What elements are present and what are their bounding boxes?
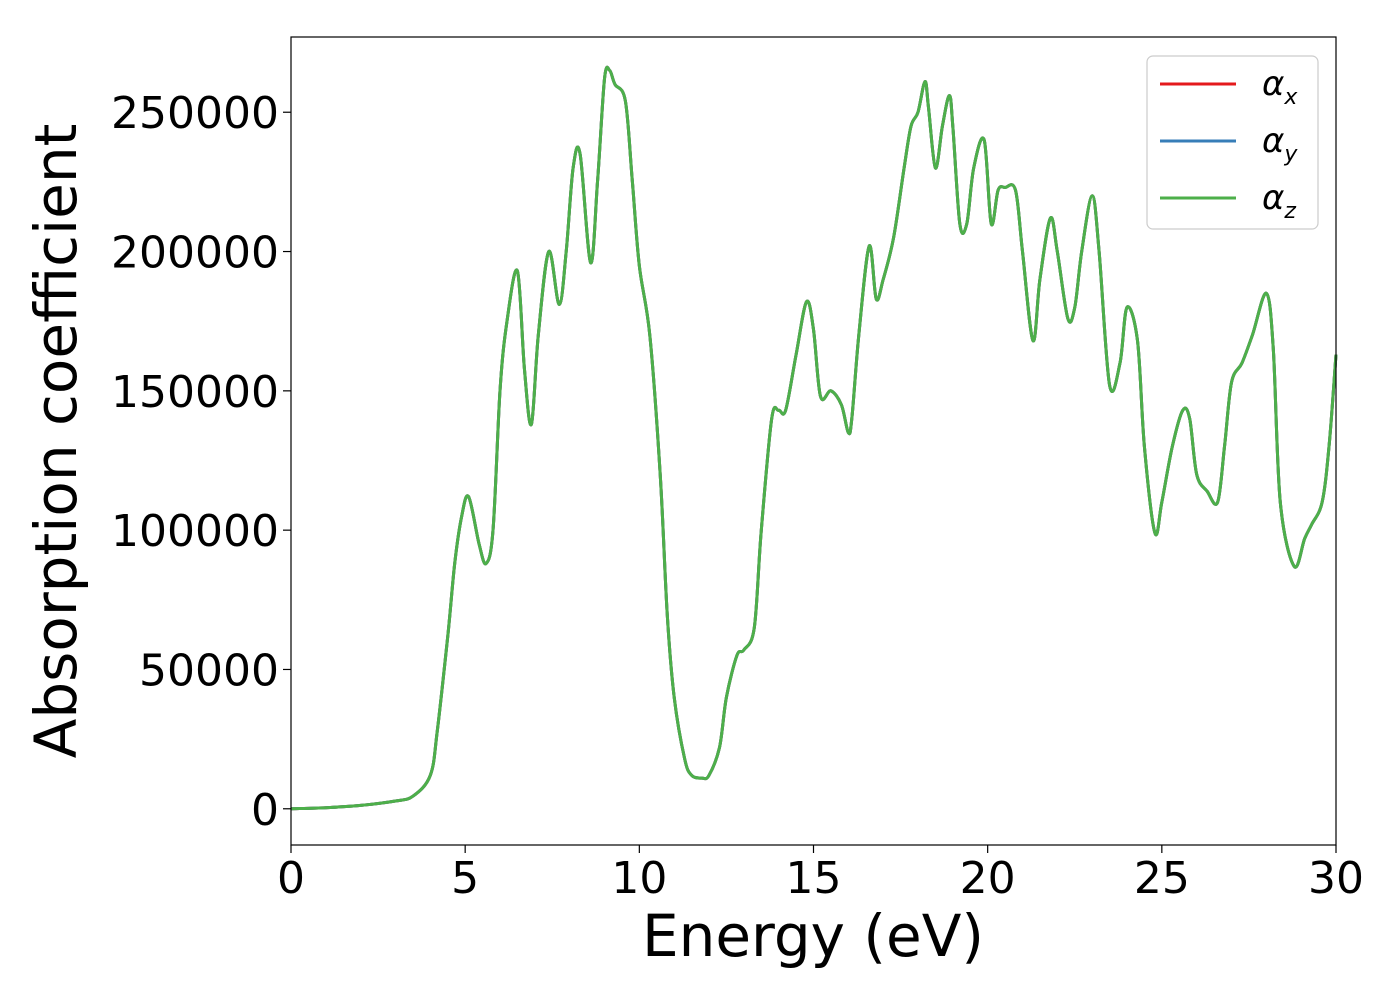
- y-tick-label: 250000: [111, 88, 279, 139]
- x-tick-label: 15: [786, 853, 842, 904]
- legend: αx αy αz: [1146, 55, 1319, 230]
- y-tick-label: 50000: [139, 645, 279, 696]
- x-tick-label: 25: [1134, 853, 1190, 904]
- y-tick-label: 100000: [111, 506, 279, 557]
- x-tick-label: 10: [611, 853, 667, 904]
- y-axis: 0 50000 100000 150000 200000 250000: [111, 88, 291, 836]
- legend-label-alpha-z: αz: [1262, 178, 1296, 224]
- x-tick-label: 30: [1308, 853, 1364, 904]
- x-tick-label: 20: [960, 853, 1016, 904]
- y-tick-label: 200000: [111, 228, 279, 279]
- series-line-alpha-z: [290, 65, 1338, 811]
- x-axis-title: Energy (eV): [642, 902, 984, 970]
- y-tick-label: 150000: [111, 367, 279, 418]
- series-lines: [290, 65, 1338, 811]
- legend-label-alpha-x: αx: [1262, 64, 1298, 110]
- x-tick-label: 5: [451, 853, 479, 904]
- plot-frame: [290, 36, 1337, 846]
- x-axis: 0 5 10 15 20 25 30: [277, 845, 1364, 904]
- y-axis-title: Absorption coefficient: [22, 124, 90, 759]
- legend-label-alpha-y: αy: [1262, 121, 1298, 167]
- y-tick-label: 0: [251, 785, 279, 836]
- x-tick-label: 0: [277, 853, 305, 904]
